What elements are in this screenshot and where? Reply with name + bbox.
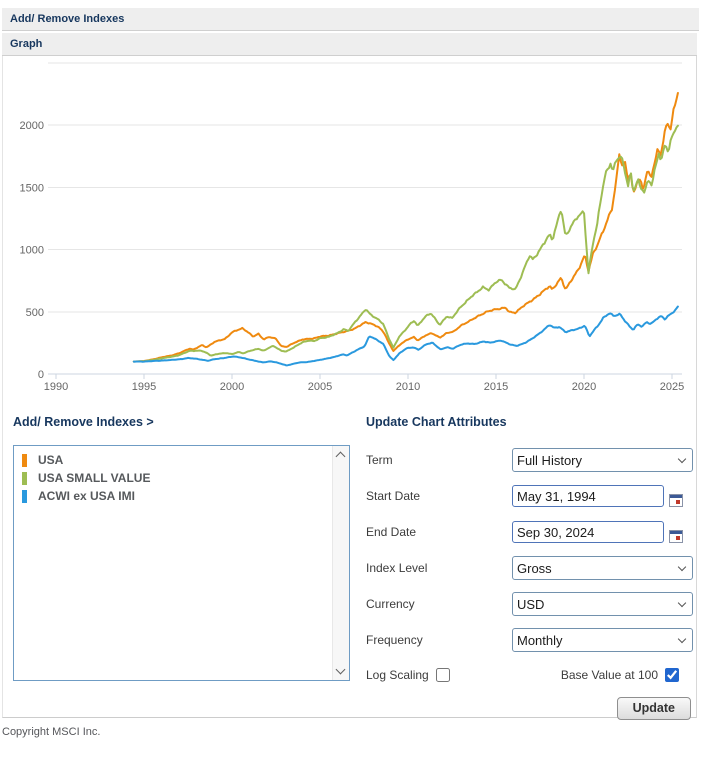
frequency-row: Frequency Monthly <box>366 628 693 652</box>
chart-attributes-form: Term Full History Start Date End Date Index … <box>366 448 693 652</box>
calendar-icon <box>669 529 683 543</box>
x-tick-label: 1995 <box>132 381 156 393</box>
add-remove-indexes-link[interactable]: Add/ Remove Indexes > <box>13 415 154 429</box>
y-tick-label: 500 <box>26 307 44 319</box>
chart-area: 1990 1995 2000 2005 2010 2015 2020 2025 0 500 1000… <box>3 56 696 401</box>
checkbox-row: Log Scaling Base Value at 100 <box>366 668 693 682</box>
accordion-header-add-remove-indexes[interactable]: Add/ Remove Indexes <box>2 8 699 31</box>
button-row: Update <box>366 697 693 720</box>
legend-item[interactable]: USA SMALL VALUE <box>19 469 325 487</box>
calendar-icon <box>669 493 683 507</box>
currency-row: Currency USD <box>366 592 693 616</box>
legend-item-label: USA SMALL VALUE <box>38 471 151 485</box>
index-level-select-wrap: Gross <box>512 556 693 580</box>
legend-item[interactable]: USA <box>19 451 325 469</box>
end-date-input[interactable] <box>512 521 664 543</box>
legend-swatch-icon <box>22 489 27 503</box>
y-tick-label: 1000 <box>20 245 44 257</box>
currency-label: Currency <box>366 597 415 611</box>
legend-item-label: ACWI ex USA IMI <box>38 489 135 503</box>
start-date-input[interactable] <box>512 485 664 507</box>
update-chart-attributes-heading: Update Chart Attributes <box>366 415 507 429</box>
legend-scrollbar[interactable] <box>332 446 349 680</box>
legend-section: Add/ Remove Indexes > USA USA SMALL VALUE… <box>3 401 356 720</box>
start-date-row: Start Date <box>366 484 693 508</box>
base-value-label: Base Value at 100 <box>560 668 658 682</box>
copyright-text: Copyright MSCI Inc. <box>2 726 101 738</box>
x-tick-label: 2010 <box>396 381 420 393</box>
base-value-group: Base Value at 100 <box>561 668 679 682</box>
term-row: Term Full History <box>366 448 693 472</box>
legend-swatch-icon <box>22 453 27 467</box>
y-tick-label: 1500 <box>20 182 44 194</box>
currency-select-wrap: USD <box>512 592 693 616</box>
x-tick-label: 2015 <box>484 381 508 393</box>
graph-panel: 1990 1995 2000 2005 2010 2015 2020 2025 0 500 1000… <box>2 56 700 720</box>
series-line-acwi-ex-usa-imi <box>132 305 679 367</box>
update-button[interactable]: Update <box>616 697 691 720</box>
legend-item[interactable]: ACWI ex USA IMI <box>19 487 325 505</box>
frequency-select[interactable]: Monthly <box>512 628 693 652</box>
log-scaling-label: Log Scaling <box>366 668 429 682</box>
legend-swatch-icon <box>22 471 27 485</box>
index-level-row: Index Level Gross <box>366 556 693 580</box>
accordion-header-graph[interactable]: Graph <box>2 33 697 56</box>
end-date-calendar-button[interactable] <box>669 529 683 543</box>
frequency-label: Frequency <box>366 633 423 647</box>
end-date-row: End Date <box>366 520 693 544</box>
index-level-select[interactable]: Gross <box>512 556 693 580</box>
x-tick-label: 2020 <box>572 381 596 393</box>
scroll-up-icon[interactable] <box>335 451 346 462</box>
chart-attributes-section: Update Chart Attributes Term Full History… <box>356 401 700 720</box>
x-tick-label: 2025 <box>660 381 684 393</box>
end-date-label: End Date <box>366 525 417 539</box>
legend-item-label: USA <box>38 453 64 467</box>
x-tick-label: 2005 <box>308 381 332 393</box>
term-select[interactable]: Full History <box>512 448 693 472</box>
start-date-label: Start Date <box>366 489 421 503</box>
x-tick-label: 1990 <box>44 381 68 393</box>
x-tick-label: 2000 <box>220 381 244 393</box>
start-date-calendar-button[interactable] <box>669 493 683 507</box>
base-value-checkbox[interactable] <box>665 668 679 682</box>
index-listbox[interactable]: USA USA SMALL VALUE ACWI ex USA IMI <box>13 445 350 681</box>
y-tick-label: 0 <box>38 369 44 381</box>
log-scaling-checkbox[interactable] <box>435 668 450 682</box>
y-tick-label: 2000 <box>20 120 44 132</box>
series-line-usa-small-value <box>132 124 679 363</box>
frequency-select-wrap: Monthly <box>512 628 693 652</box>
legend-items: USA USA SMALL VALUE ACWI ex USA IMI <box>19 451 325 505</box>
index-level-label: Index Level <box>366 561 428 575</box>
scroll-down-icon[interactable] <box>335 664 346 675</box>
currency-select[interactable]: USD <box>512 592 693 616</box>
accordion-header-label: Graph <box>10 38 43 50</box>
term-label: Term <box>366 453 393 467</box>
accordion-header-label: Add/ Remove Indexes <box>10 13 125 25</box>
index-performance-chart: 1990 1995 2000 2005 2010 2015 2020 2025 0 500 1000… <box>20 62 684 393</box>
term-select-wrap: Full History <box>512 448 693 472</box>
